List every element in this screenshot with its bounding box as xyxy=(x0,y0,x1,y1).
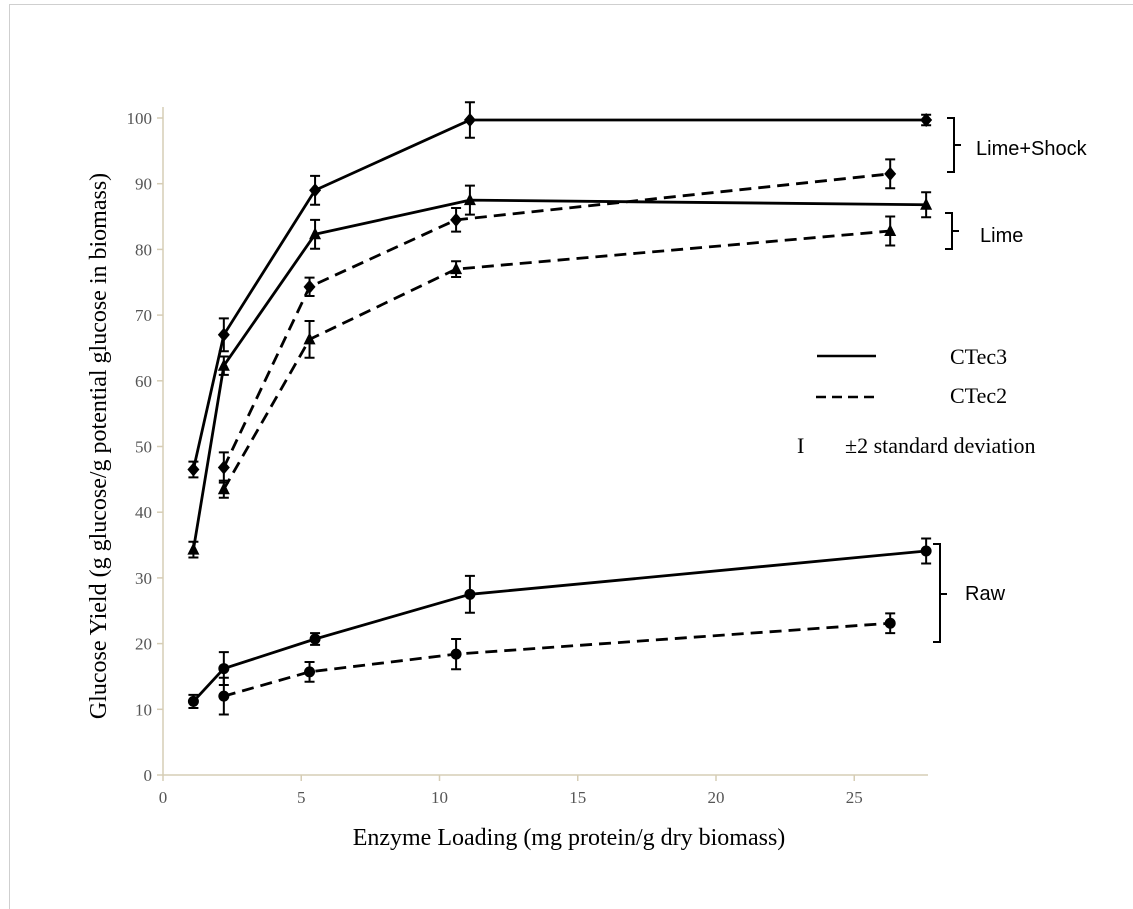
series-line xyxy=(222,172,891,469)
diamond-marker xyxy=(187,462,200,477)
diamond-marker xyxy=(884,166,897,181)
y-tick-label: 80 xyxy=(135,240,152,259)
series-line xyxy=(222,229,891,490)
series-lime-ctec3 xyxy=(187,184,933,559)
legend-label-ctec2: CTec2 xyxy=(950,383,1007,408)
triangle-marker xyxy=(920,197,933,210)
x-axis-title: Enzyme Loading (mg protein/g dry biomass… xyxy=(353,825,786,851)
x-tick-label: 20 xyxy=(708,788,725,807)
x-tick-label: 25 xyxy=(846,788,863,807)
group-label-raw: Raw xyxy=(965,583,1006,605)
series-lime-shock-ctec3 xyxy=(187,101,933,479)
y-tick-label: 10 xyxy=(135,700,152,719)
series-line xyxy=(192,549,927,703)
y-tick-label: 70 xyxy=(135,306,152,325)
y-tick-label: 100 xyxy=(127,109,153,128)
triangle-marker xyxy=(303,332,316,345)
x-tick-label: 15 xyxy=(569,788,586,807)
triangle-marker xyxy=(217,358,230,371)
y-tick-label: 0 xyxy=(144,766,153,785)
legend: CTec3 CTec2 I ±2 standard deviation xyxy=(797,344,1035,458)
series-lime-ctec2 xyxy=(217,215,897,499)
diamond-marker xyxy=(303,279,316,294)
errorbar-legend-symbol: I xyxy=(797,433,804,458)
series-line xyxy=(192,198,927,550)
y-tick-label: 90 xyxy=(135,175,152,194)
circle-marker xyxy=(884,617,896,629)
y-tick-label: 60 xyxy=(135,372,152,391)
series-line xyxy=(192,118,927,470)
plot-area xyxy=(187,101,933,716)
triangle-marker xyxy=(450,262,463,275)
circle-marker xyxy=(218,690,230,702)
bracket-raw xyxy=(933,543,947,643)
triangle-marker xyxy=(217,482,230,495)
chart-frame xyxy=(9,4,1133,909)
triangle-marker xyxy=(463,193,476,206)
x-tick-label: 0 xyxy=(159,788,168,807)
triangle-marker xyxy=(187,542,200,555)
circle-marker xyxy=(450,648,462,660)
series-raw-ctec3 xyxy=(187,537,932,709)
diamond-marker xyxy=(217,460,230,475)
group-label-lime-shock: Lime+Shock xyxy=(976,138,1088,160)
y-tick-label: 40 xyxy=(135,503,152,522)
circle-marker xyxy=(920,545,932,557)
y-tick-label: 20 xyxy=(135,635,152,654)
diamond-marker xyxy=(450,212,463,227)
series-lime-shock-ctec2 xyxy=(217,158,897,484)
bracket-lime-shock xyxy=(947,117,961,173)
diamond-marker xyxy=(463,112,476,127)
circle-marker xyxy=(218,663,230,675)
triangle-marker xyxy=(309,227,322,240)
y-axis-title: Glucose Yield (g glucose/g potential glu… xyxy=(86,173,112,719)
diamond-marker xyxy=(920,112,933,127)
series-raw-ctec2 xyxy=(218,612,896,716)
series-line xyxy=(223,621,891,698)
group-label-lime: Lime xyxy=(980,225,1023,247)
circle-marker xyxy=(464,588,476,600)
diamond-marker xyxy=(309,183,322,198)
group-brackets: Lime+Shock Lime Raw xyxy=(933,117,1088,643)
legend-label-ctec3: CTec3 xyxy=(950,344,1007,369)
y-tick-label: 30 xyxy=(135,569,152,588)
diamond-marker xyxy=(217,327,230,342)
axes: 0 10 20 30 40 50 60 70 80 90 100 0 5 10 15 20 25 xyxy=(127,107,928,807)
x-tick-label: 5 xyxy=(297,788,306,807)
x-tick-label: 10 xyxy=(431,788,448,807)
circle-marker xyxy=(304,666,316,678)
y-tick-label: 50 xyxy=(135,438,152,457)
bracket-lime xyxy=(945,212,959,250)
circle-marker xyxy=(187,695,199,707)
triangle-marker xyxy=(884,224,897,237)
errorbar-legend-label: ±2 standard deviation xyxy=(845,433,1035,458)
circle-marker xyxy=(309,633,321,645)
